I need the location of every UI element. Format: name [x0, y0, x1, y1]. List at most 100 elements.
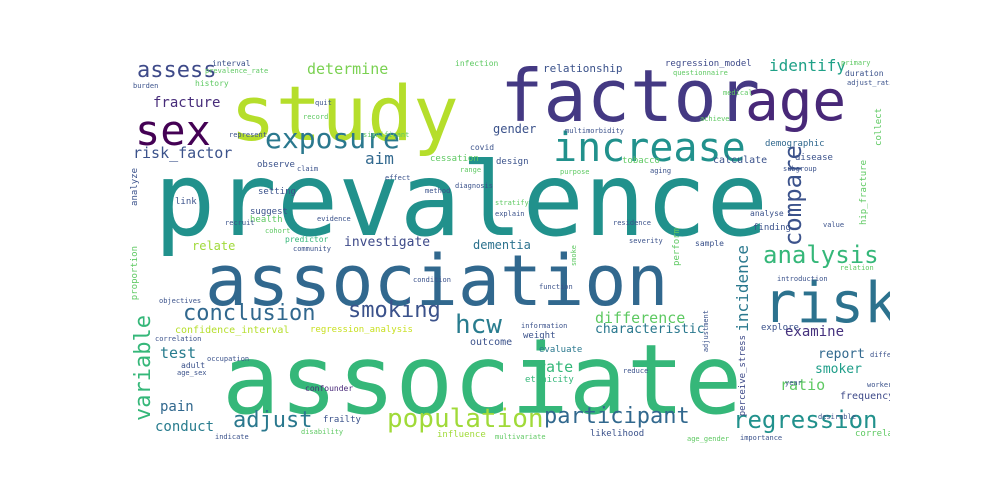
word-cessation: cessation	[430, 154, 479, 164]
word-test: test	[160, 344, 197, 362]
word-difference: difference	[595, 309, 686, 327]
word-evaluate: evaluate	[539, 345, 583, 355]
word-adjustment: adjustment	[702, 310, 710, 353]
word-tobacco: tobacco	[622, 156, 660, 166]
word-gender: gender	[493, 122, 537, 136]
word-health: health	[250, 215, 283, 225]
word-pain: pain	[160, 399, 194, 415]
word-demographic: demographic	[765, 139, 825, 149]
word-frequency: frequency	[840, 391, 890, 402]
word-confidence_interval: confidence_interval	[175, 325, 290, 336]
word-multivariate: multivariate	[495, 433, 546, 441]
word-explain: explain	[495, 210, 525, 218]
word-identify: identify	[769, 56, 847, 75]
word-perceive_stress: perceive_stress	[738, 335, 748, 417]
word-history: history	[195, 79, 229, 88]
word-adjust_ratio: adjust_ratio	[847, 79, 890, 87]
word-questionnaire: questionnaire	[673, 69, 728, 77]
word-investigate: investigate	[344, 235, 431, 250]
word-quit: quit	[315, 99, 332, 107]
word-exposure: exposure	[265, 122, 400, 155]
word-analyse: analyse	[750, 209, 784, 218]
word-associate: associate	[222, 324, 743, 436]
word-confounder: confounder	[305, 384, 354, 393]
word-relation: relation	[840, 264, 874, 272]
word-value: value	[823, 221, 845, 229]
word-rate: rate	[537, 358, 574, 376]
word-correlate: correlate	[855, 429, 890, 439]
word-community: community	[293, 245, 331, 253]
word-correlation: correlation	[155, 335, 202, 343]
word-analysis: analysis	[763, 241, 879, 269]
word-occupation: occupation	[207, 355, 250, 363]
word-objectives: objectives	[159, 297, 202, 305]
word-calculate: calculate	[713, 155, 768, 166]
word-variable: variable	[131, 315, 156, 421]
word-design: design	[496, 157, 529, 167]
word-relate: relate	[192, 239, 236, 253]
word-incidence: incidence	[733, 245, 752, 332]
word-recruit: recruit	[225, 219, 255, 227]
word-information: information	[521, 322, 568, 330]
word-age_gender: age_gender	[687, 435, 730, 443]
word-regression: regression	[733, 406, 878, 434]
word-achieve: achieve	[700, 115, 730, 123]
word-claim: claim	[297, 165, 319, 173]
word-range: range	[460, 166, 482, 174]
word-infection: infection	[455, 59, 499, 68]
word-ratio: ratio	[780, 376, 826, 394]
word-method: method	[425, 187, 451, 195]
word-report: report	[818, 347, 865, 362]
word-dementia: dementia	[473, 238, 531, 252]
word-differ: differ	[870, 351, 890, 359]
word-setting: setting	[258, 187, 296, 197]
word-represent: represent	[229, 131, 267, 139]
word-ethnicity: ethnicity	[525, 375, 574, 385]
word-participant: participant	[544, 404, 690, 429]
word-explore: explore	[761, 323, 799, 333]
word-adjust: adjust	[233, 408, 313, 433]
word-proportion: proportion	[130, 246, 140, 301]
word-association: association	[205, 240, 669, 322]
word-smoking: smoking	[348, 298, 441, 323]
word-desirable: desirable	[818, 413, 856, 421]
word-observe: observe	[257, 160, 295, 170]
word-severity: severity	[629, 237, 663, 245]
word-regression_model: regression_model	[665, 59, 752, 69]
word-increase: increase	[553, 125, 746, 171]
word-condition: condition	[413, 276, 451, 284]
word-importance: importance	[740, 434, 783, 442]
word-sample: sample	[695, 239, 724, 248]
word-multimorbidity: multimorbidity	[565, 127, 625, 135]
word-outcome: outcome	[470, 337, 513, 348]
word-cohort: cohort	[265, 227, 291, 235]
word-perform: perform	[672, 228, 682, 266]
word-disease: disease	[795, 153, 833, 163]
word-aim: aim	[365, 149, 394, 168]
word-risk: risk	[763, 271, 890, 336]
word-collect: collect	[874, 108, 884, 146]
word-conclusion: conclusion	[183, 301, 316, 326]
word-assess: assess	[137, 58, 217, 83]
word-relationship: relationship	[543, 62, 623, 75]
word-cloud: prevalence associate association study f…	[125, 50, 890, 445]
word-characteristic: characteristic	[595, 322, 705, 337]
word-smoke: smoke	[570, 245, 578, 267]
word-conduct: conduct	[155, 419, 215, 435]
word-analyze: analyze	[130, 168, 140, 206]
word-smoker: smoker	[815, 362, 862, 377]
word-function: function	[539, 283, 573, 291]
word-effect: effect	[385, 174, 411, 182]
word-fracture: fracture	[153, 95, 221, 111]
word-frailty: frailty	[323, 415, 361, 425]
word-adult: adult	[181, 361, 206, 370]
word-age: age	[745, 69, 847, 134]
word-evidence: evidence	[317, 215, 351, 223]
word-finding: finding	[753, 223, 791, 233]
word-purpose: purpose	[560, 168, 590, 176]
word-duration: duration	[845, 69, 884, 78]
word-diagnosis: diagnosis	[455, 182, 493, 190]
word-prevalence_rate: prevalence_rate	[205, 67, 269, 75]
word-hcw: hcw	[455, 310, 502, 340]
word-influence: influence	[437, 430, 486, 440]
